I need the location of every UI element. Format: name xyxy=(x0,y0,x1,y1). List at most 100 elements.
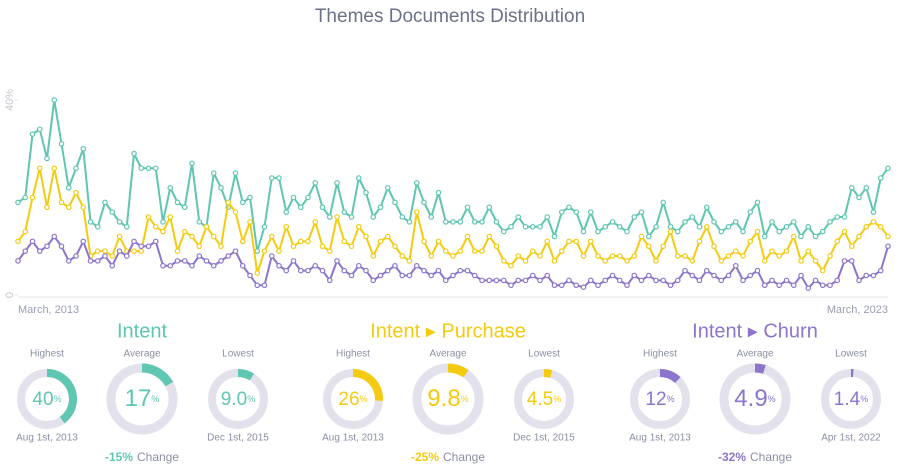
data-point xyxy=(334,214,340,220)
series-line xyxy=(17,99,889,253)
data-point xyxy=(537,253,543,259)
data-point xyxy=(392,199,398,206)
y-tick-label: 40% xyxy=(4,89,16,111)
data-point xyxy=(863,184,870,191)
data-point xyxy=(399,272,406,279)
data-point xyxy=(326,214,333,220)
data-point xyxy=(283,209,290,215)
data-point xyxy=(283,223,290,230)
data-point xyxy=(486,204,493,211)
stat-value: 40% xyxy=(32,389,61,410)
data-point xyxy=(827,253,833,259)
stat-value: 17% xyxy=(125,385,160,412)
data-point xyxy=(131,248,137,254)
data-point xyxy=(167,214,174,220)
data-point xyxy=(464,204,471,211)
data-point xyxy=(877,175,884,181)
data-point xyxy=(725,223,732,230)
data-point xyxy=(500,258,507,264)
data-point xyxy=(290,194,297,201)
data-point xyxy=(254,270,261,276)
data-point xyxy=(464,267,471,274)
data-point xyxy=(885,243,891,250)
data-point xyxy=(73,189,79,196)
data-point xyxy=(580,253,587,259)
data-point xyxy=(145,243,152,250)
data-point xyxy=(783,248,790,254)
data-point xyxy=(558,209,565,215)
data-point xyxy=(464,233,471,240)
stat-value: 9.8% xyxy=(427,385,468,412)
data-point xyxy=(747,272,754,279)
data-point xyxy=(515,253,522,259)
data-point xyxy=(392,243,398,250)
stat-number: 9.0 xyxy=(221,389,247,410)
data-point xyxy=(631,214,638,220)
data-point xyxy=(718,228,725,235)
stat-unit: % xyxy=(360,394,368,404)
data-point xyxy=(819,267,826,274)
x-tick-label: March, 2013 xyxy=(18,304,79,316)
data-point xyxy=(261,282,268,289)
data-point xyxy=(218,258,224,264)
data-point xyxy=(87,219,94,225)
data-point xyxy=(29,194,36,201)
data-point xyxy=(863,223,870,230)
data-point xyxy=(239,262,246,269)
data-point xyxy=(312,262,319,269)
data-point xyxy=(334,180,340,186)
data-point xyxy=(138,248,145,254)
data-point xyxy=(624,228,630,235)
data-point xyxy=(109,262,116,269)
data-point xyxy=(732,219,739,225)
data-point xyxy=(109,209,116,215)
data-point xyxy=(471,272,478,279)
data-point xyxy=(747,238,754,245)
data-point xyxy=(761,258,768,264)
data-point xyxy=(341,238,348,245)
donut-arc xyxy=(106,363,178,435)
data-point xyxy=(798,272,804,279)
stat-unit: % xyxy=(54,394,62,404)
data-point xyxy=(479,219,485,225)
data-point xyxy=(283,267,290,274)
data-point xyxy=(761,233,768,240)
data-point xyxy=(305,194,311,201)
data-point xyxy=(36,126,43,133)
data-point xyxy=(856,194,862,201)
stat-number: 12 xyxy=(645,389,666,410)
donut-arc xyxy=(208,369,268,429)
data-point xyxy=(834,214,841,220)
group-title: Intent ▸ Purchase xyxy=(370,320,526,342)
data-point xyxy=(210,262,217,269)
data-point xyxy=(239,199,246,206)
data-point xyxy=(22,194,29,201)
data-point xyxy=(355,175,362,181)
data-point xyxy=(616,277,623,284)
data-point xyxy=(152,165,159,172)
data-point xyxy=(493,219,500,225)
data-point xyxy=(203,258,210,264)
data-point xyxy=(551,258,558,264)
data-point xyxy=(624,282,630,289)
data-point xyxy=(413,180,420,186)
data-point xyxy=(812,277,819,284)
data-point xyxy=(740,253,746,259)
data-point xyxy=(116,233,123,240)
data-point xyxy=(711,272,717,279)
data-point xyxy=(689,272,696,279)
data-point xyxy=(595,253,601,259)
data-point xyxy=(450,219,456,225)
data-point xyxy=(667,282,674,289)
data-point xyxy=(740,277,746,284)
data-point xyxy=(15,258,21,264)
data-point xyxy=(798,233,804,240)
data-point xyxy=(22,228,29,235)
data-point xyxy=(305,238,311,245)
data-point xyxy=(232,248,239,254)
donut-arc xyxy=(17,369,77,429)
donut-arc xyxy=(412,363,484,435)
data-point xyxy=(696,223,703,230)
data-point xyxy=(29,131,36,137)
